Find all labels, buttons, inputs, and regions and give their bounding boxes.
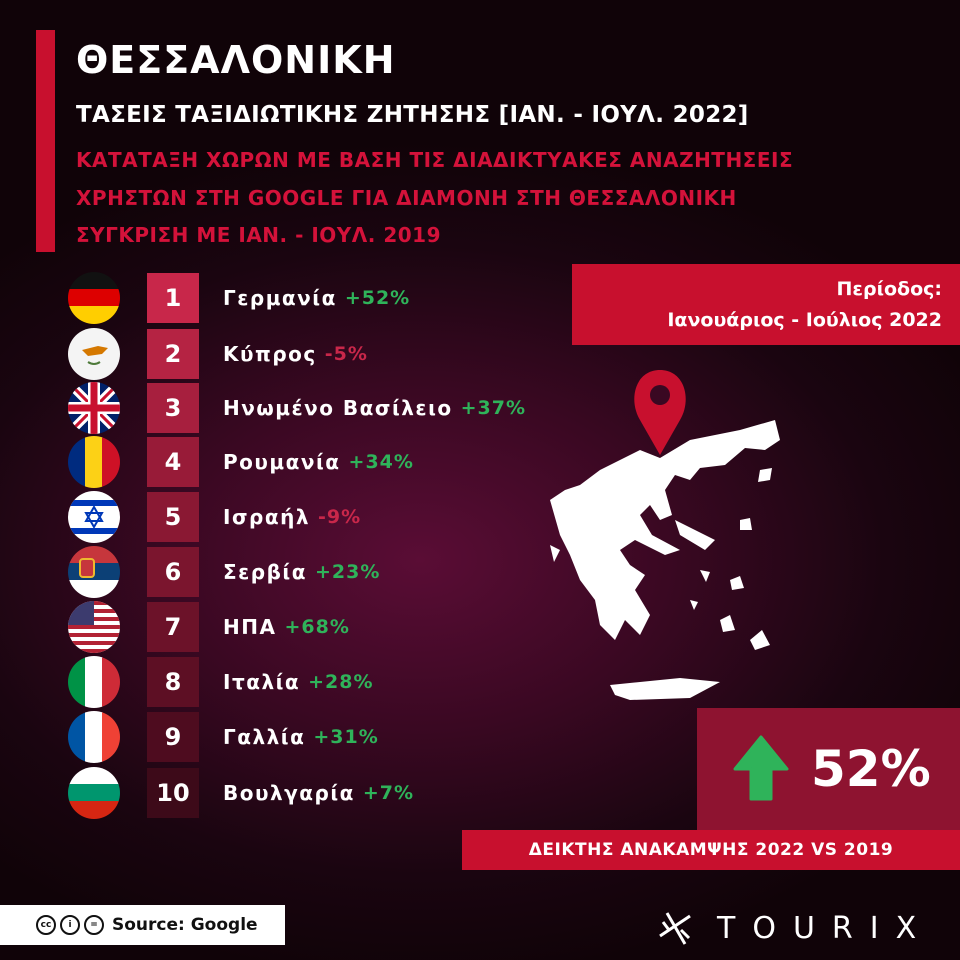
rank-badge: 10 [147, 768, 199, 818]
rank-badge: 8 [147, 657, 199, 707]
country-name: Κύπρος [223, 342, 317, 366]
ranking-row: 6 Σερβία +23% [68, 546, 381, 598]
flag-germany-icon [68, 272, 120, 324]
change-percent: +34% [348, 451, 414, 473]
change-percent: -9% [317, 506, 362, 528]
description-line: ΣΥΓΚΡΙΣΗ ΜΕ ΙΑΝ. - ΙΟΥΛ. 2019 [76, 223, 441, 247]
period-label: Περίοδος: [836, 278, 942, 300]
subtitle: ΤΑΣΕΙΣ ΤΑΞΙΔΙΩΤΙΚΗΣ ΖΗΤΗΣΗΣ [ΙΑΝ. - ΙΟΥΛ… [76, 102, 749, 128]
ranking-row: 9 Γαλλία +31% [68, 711, 379, 763]
country-name: Γαλλία [223, 725, 306, 749]
recovery-box: 52% [697, 708, 960, 830]
accent-bar [36, 30, 55, 252]
ranking-row: 7 ΗΠΑ +68% [68, 601, 350, 653]
arrow-up-icon [733, 735, 789, 801]
country-name: Ηνωμένο Βασίλειο [223, 396, 453, 420]
description-line: ΚΑΤΑΤΑΞΗ ΧΩΡΩΝ ΜΕ ΒΑΣΗ ΤΙΣ ΔΙΑΔΙΚΤΥΑΚΕΣ … [76, 148, 794, 172]
period-value: Ιανουάριος - Ιούλιος 2022 [667, 309, 942, 331]
flag-romania-icon [68, 436, 120, 488]
change-percent: -5% [324, 343, 368, 365]
ranking-row: 2 Κύπρος -5% [68, 328, 368, 380]
source-box: cc i = Source: Google [0, 905, 285, 945]
recovery-label: ΔΕΙΚΤΗΣ ΑΝΑΚΑΜΨΗΣ 2022 VS 2019 [462, 830, 960, 870]
change-percent: +31% [313, 726, 379, 748]
ranking-row: 3 Ηνωμένο Βασίλειο +37% [68, 382, 527, 434]
map-pin-icon [634, 370, 686, 455]
flag-france-icon [68, 711, 120, 763]
rank-badge: 1 [147, 273, 199, 323]
ranking-row: 5 Ισραήλ -9% [68, 491, 362, 543]
ranking-row: 1 Γερμανία +52% [68, 272, 411, 324]
greece-map [550, 370, 780, 700]
logo-text: TOURIX [717, 910, 934, 946]
change-percent: +28% [308, 671, 374, 693]
flag-usa-icon [68, 601, 120, 653]
change-percent: +7% [362, 782, 415, 804]
change-percent: +68% [284, 616, 350, 638]
country-name: Ρουμανία [223, 450, 341, 474]
flag-italy-icon [68, 656, 120, 708]
country-name: Ιταλία [223, 670, 301, 694]
flag-israel-icon [68, 491, 120, 543]
tourix-logo-icon [659, 912, 691, 945]
country-name: ΗΠΑ [223, 615, 277, 639]
description-line: ΧΡΗΣΤΩΝ ΣΤΗ GOOGLE ΓΙΑ ΔΙΑΜΟΝΗ ΣΤΗ ΘΕΣΣΑ… [76, 186, 737, 210]
country-name: Γερμανία [223, 286, 337, 310]
rank-badge: 9 [147, 712, 199, 762]
cc-icon: cc [36, 915, 56, 935]
country-name: Βουλγαρία [223, 781, 355, 805]
rank-badge: 5 [147, 492, 199, 542]
ranking-row: 8 Ιταλία +28% [68, 656, 374, 708]
source-text: Source: Google [112, 915, 258, 935]
flag-bulgaria-icon [68, 767, 120, 819]
rank-badge: 6 [147, 547, 199, 597]
change-percent: +23% [314, 561, 381, 583]
rank-badge: 2 [147, 329, 199, 379]
change-percent: +37% [460, 397, 527, 419]
period-box: Περίοδος: Ιανουάριος - Ιούλιος 2022 [572, 264, 960, 345]
country-name: Σερβία [223, 560, 307, 584]
rank-badge: 4 [147, 437, 199, 487]
no-derivatives-icon: = [84, 915, 104, 935]
attribution-icon: i [60, 915, 80, 935]
page-title: ΘΕΣΣΑΛΟΝΙΚΗ [76, 38, 396, 82]
ranking-row: 10 Βουλγαρία +7% [68, 767, 415, 819]
flag-uk-icon [68, 382, 120, 434]
recovery-value: 52% [811, 740, 931, 798]
country-name: Ισραήλ [223, 505, 310, 529]
rank-badge: 3 [147, 383, 199, 433]
flag-serbia-icon [68, 546, 120, 598]
flag-cyprus-icon [68, 328, 120, 380]
rank-badge: 7 [147, 602, 199, 652]
ranking-row: 4 Ρουμανία +34% [68, 436, 414, 488]
change-percent: +52% [344, 287, 411, 309]
tourix-logo: TOURIX [655, 908, 933, 948]
